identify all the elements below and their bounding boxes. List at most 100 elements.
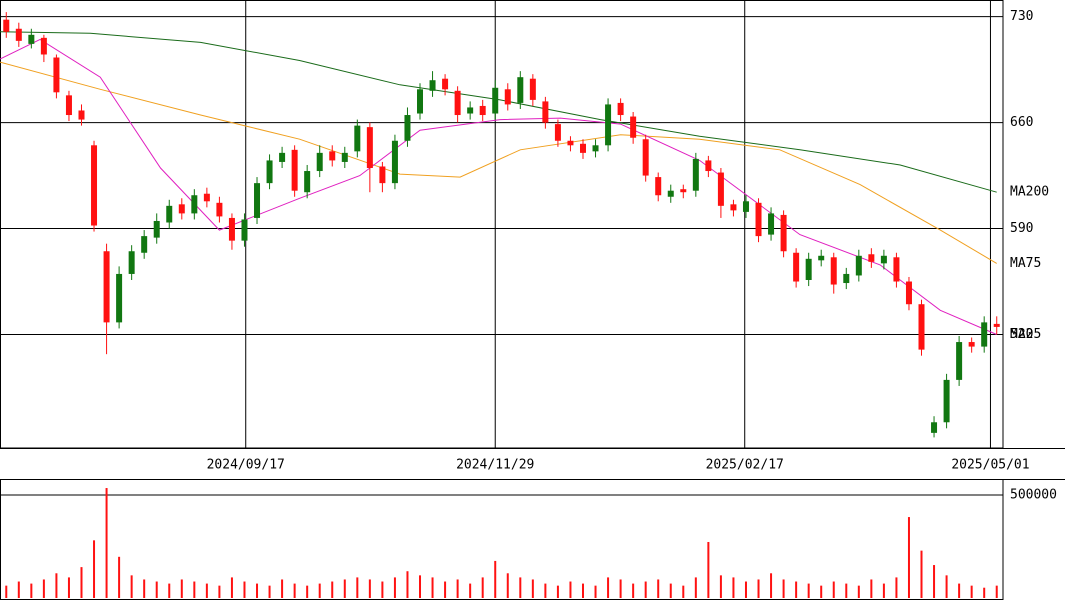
- candle-body: [216, 202, 223, 217]
- volume-bar: [506, 573, 509, 598]
- candle-body: [166, 205, 173, 223]
- candle-body: [630, 116, 637, 138]
- candle-body: [517, 77, 524, 103]
- moving-average: [0, 31, 997, 193]
- volume-bar: [995, 585, 998, 598]
- volume-bar: [945, 575, 948, 598]
- candle-body: [868, 254, 875, 262]
- volume-bar: [832, 581, 835, 598]
- volume-bar: [243, 581, 246, 598]
- volume-bar: [895, 577, 898, 598]
- volume-bar: [519, 577, 522, 598]
- candle-body: [329, 151, 336, 161]
- volume-bar: [857, 585, 860, 598]
- candle-body: [893, 257, 900, 282]
- volume-bar: [933, 565, 936, 598]
- volume-bar: [970, 585, 973, 598]
- volume-bar: [444, 581, 447, 598]
- volume-bar: [30, 583, 33, 598]
- candle-body: [28, 34, 35, 44]
- volume-bar: [331, 581, 334, 598]
- moving-average: [0, 61, 997, 264]
- volume-bar: [419, 575, 422, 598]
- volume-bar: [456, 579, 459, 598]
- x-tick-label: 2024/11/29: [456, 458, 534, 473]
- candle-body: [617, 102, 624, 116]
- volume-bar: [744, 581, 747, 598]
- series-label: MA200: [1010, 185, 1049, 200]
- candle-body: [993, 323, 1000, 327]
- volume-bar: [556, 585, 559, 598]
- volume-bar: [67, 577, 70, 598]
- x-tick-label: 2025/05/01: [951, 458, 1029, 473]
- candle-body: [53, 57, 60, 93]
- volume-bar: [306, 585, 309, 598]
- volume-bar: [143, 579, 146, 598]
- volume-bar: [481, 577, 484, 598]
- candle-body: [454, 90, 461, 116]
- volume-bar: [644, 581, 647, 598]
- volume-bar: [5, 585, 8, 598]
- candle-body: [116, 273, 123, 323]
- x-tick-label: 2025/02/17: [706, 458, 784, 473]
- volume-bar: [343, 579, 346, 598]
- volume-bar: [983, 587, 986, 598]
- volume-bar: [318, 583, 321, 598]
- candle-body: [492, 87, 499, 114]
- volume-bar: [907, 517, 910, 598]
- candle-body: [742, 201, 749, 212]
- candle-body: [667, 190, 674, 197]
- y-tick-label: 500000: [1010, 488, 1057, 503]
- volume-bar: [782, 579, 785, 598]
- candle-body: [65, 95, 72, 116]
- y-tick-label: 520: [1010, 327, 1033, 342]
- candle-body: [830, 257, 837, 285]
- volume-bar: [770, 573, 773, 598]
- volume-bar: [293, 583, 296, 598]
- price-frame: [0, 0, 1004, 449]
- series-label: MA75: [1010, 256, 1041, 271]
- candle-body: [316, 152, 323, 172]
- moving-average: [0, 38, 997, 335]
- candle-body: [254, 183, 261, 218]
- candle-body: [680, 189, 687, 193]
- volume-bar: [920, 550, 923, 598]
- volume-bar: [356, 577, 359, 598]
- y-tick-label: 730: [1010, 9, 1033, 24]
- candle-body: [592, 145, 599, 152]
- volume-bar: [55, 573, 58, 598]
- volume-bar: [694, 577, 697, 598]
- candle-body: [529, 78, 536, 100]
- volume-bar: [707, 541, 710, 598]
- volume-bar: [368, 579, 371, 598]
- candle-body: [755, 202, 762, 237]
- candle-body: [554, 124, 561, 141]
- candle-body: [905, 281, 912, 305]
- volume-bar: [594, 585, 597, 598]
- x-tick-label: 2024/09/17: [207, 458, 285, 473]
- candle-body: [768, 213, 775, 235]
- candle-body: [391, 140, 398, 184]
- volume-bar: [218, 585, 221, 598]
- candle-body: [404, 115, 411, 141]
- volume-bar: [230, 577, 233, 598]
- volume-bar: [193, 581, 196, 598]
- candle-body: [442, 78, 449, 90]
- volume-bar: [205, 583, 208, 598]
- volume-bar: [268, 585, 271, 598]
- volume-bar: [581, 583, 584, 598]
- candle-body: [479, 105, 486, 116]
- volume-bar: [93, 540, 96, 598]
- volume-bar: [882, 583, 885, 598]
- candle-body: [128, 251, 135, 274]
- candle-body: [191, 195, 198, 214]
- candle-body: [241, 219, 248, 241]
- candle-body: [153, 220, 160, 238]
- volume-bar: [80, 567, 83, 598]
- y-tick-label: 590: [1010, 221, 1033, 236]
- volume-bar: [732, 577, 735, 598]
- volume-bar: [105, 488, 108, 598]
- candle-body: [730, 204, 737, 211]
- volume-bar: [393, 577, 396, 598]
- volume-bar: [632, 583, 635, 598]
